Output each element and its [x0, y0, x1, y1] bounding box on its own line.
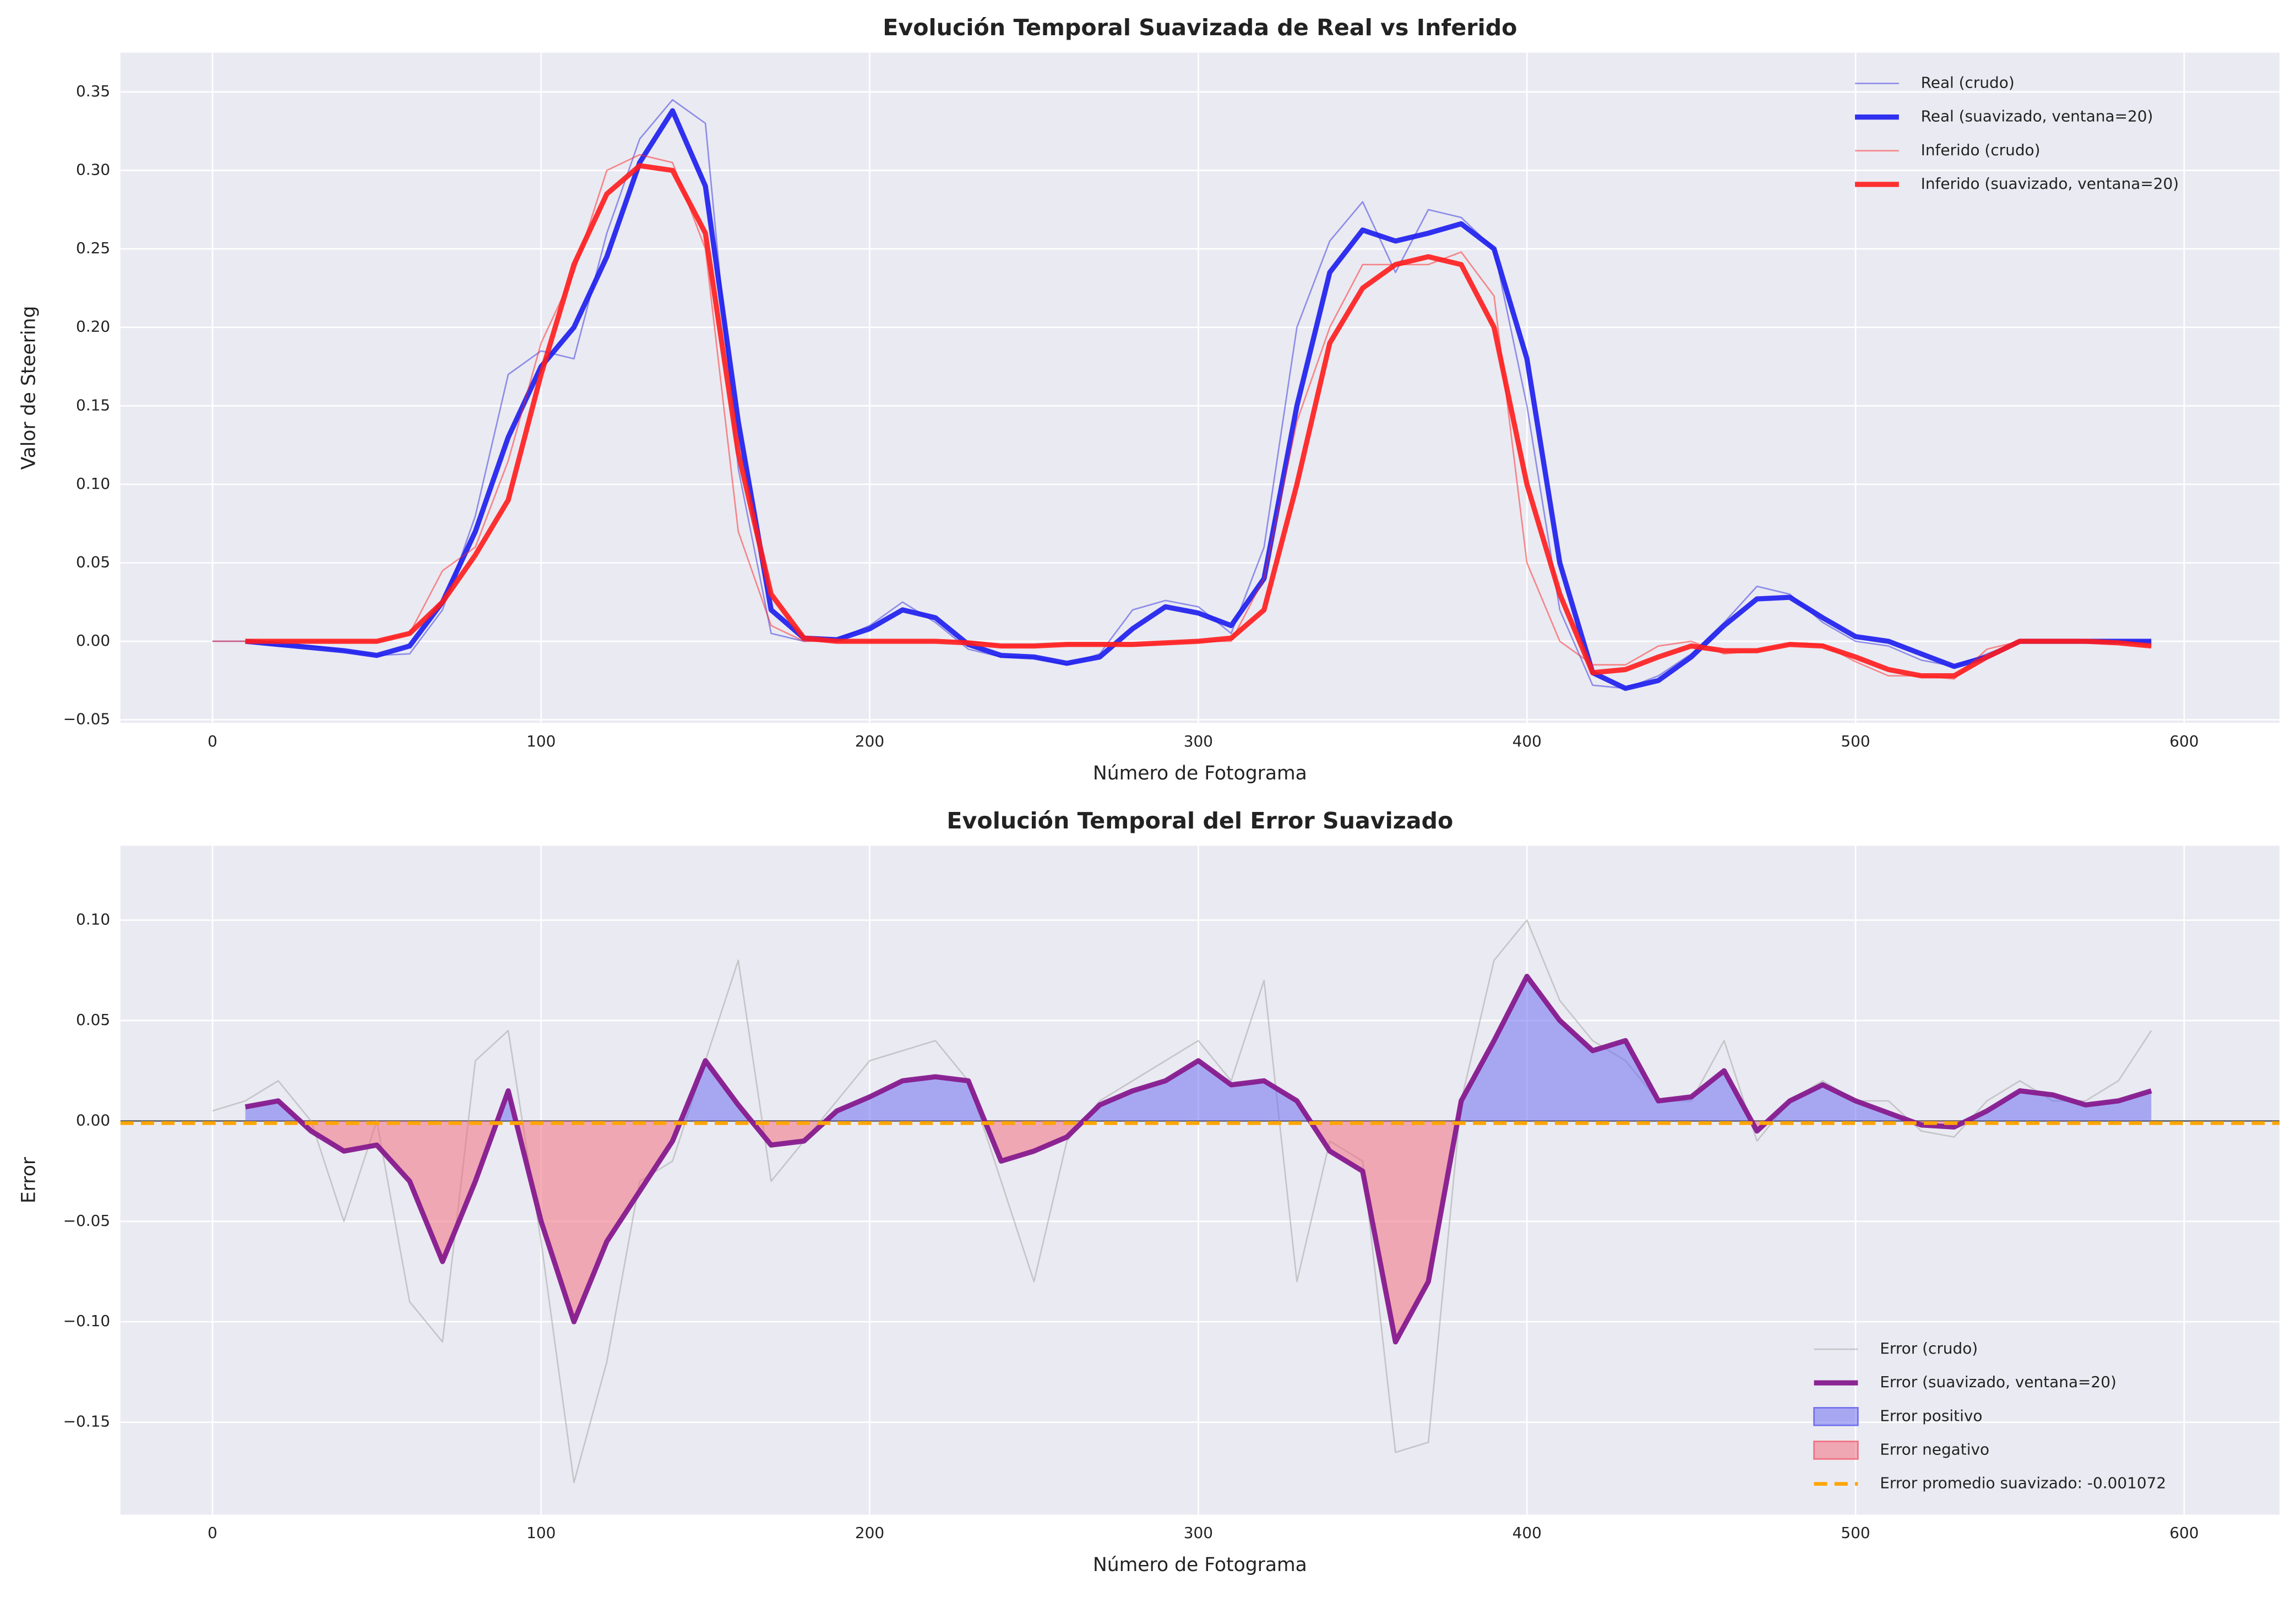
x-tick-label: 300 — [1184, 732, 1213, 750]
legend-label: Error negativo — [1880, 1440, 1989, 1458]
y-tick-label: −0.10 — [63, 1312, 111, 1330]
legend-swatch — [1813, 1441, 1859, 1460]
y-tick-label: 0.00 — [76, 1111, 110, 1129]
x-tick-label: 300 — [1184, 1524, 1213, 1542]
x-tick-label: 0 — [208, 1524, 217, 1542]
legend-swatch — [1813, 1407, 1859, 1426]
y-tick-label: 0.20 — [76, 318, 110, 336]
line-series — [245, 163, 2152, 679]
y-tick-label: 0.05 — [76, 1011, 110, 1029]
x-tick-label: 500 — [1841, 1524, 1870, 1542]
y-tick-label: 0.05 — [76, 553, 110, 571]
line-series — [212, 99, 2152, 689]
legend-label: Real (suavizado, ventana=20) — [1921, 107, 2153, 126]
y-tick-label: 0.30 — [76, 161, 110, 179]
x-tick-label: 500 — [1841, 732, 1870, 750]
legend-label: Real (crudo) — [1921, 74, 2015, 92]
y-axis-label: Error — [18, 1157, 40, 1203]
x-tick-label: 200 — [855, 732, 884, 750]
y-tick-label: 0.35 — [76, 82, 110, 100]
y-tick-label: −0.05 — [63, 710, 111, 728]
y-tick-label: 0.00 — [76, 631, 110, 650]
chart-title: Evolución Temporal Suavizada de Real vs … — [883, 14, 1517, 41]
y-tick-label: −0.05 — [63, 1212, 111, 1230]
x-tick-label: 600 — [2169, 732, 2199, 750]
plot-area — [120, 846, 2279, 1515]
x-tick-label: 400 — [1512, 732, 1542, 750]
y-tick-label: 0.10 — [76, 910, 110, 929]
legend-label: Error positivo — [1880, 1406, 1982, 1425]
legend-label: Inferido (suavizado, ventana=20) — [1921, 174, 2179, 193]
fill-area — [300, 1121, 1967, 1342]
legend: Error (crudo) Error (suavizado, ventana=2… — [1813, 1339, 2166, 1492]
line-series — [245, 108, 2152, 691]
x-tick-label: 600 — [2169, 1524, 2199, 1542]
panel: 0 100 200 300 400 500 600 −0.15 −0.10 −0.05 0.00 0.… — [18, 808, 2279, 1576]
legend-label: Error (crudo) — [1880, 1339, 1978, 1357]
x-tick-label: 100 — [526, 732, 556, 750]
legend-label: Error (suavizado, ventana=20) — [1880, 1373, 2117, 1391]
panel: 0 100 200 300 400 500 600 −0.05 0.00 0.05 0.10 0.15… — [18, 14, 2279, 784]
x-tick-label: 400 — [1512, 1524, 1542, 1542]
y-tick-label: −0.15 — [63, 1412, 111, 1431]
y-tick-label: 0.10 — [76, 475, 110, 493]
line-series — [244, 974, 2152, 1345]
x-axis-label: Número de Fotograma — [1093, 1554, 1307, 1576]
legend: Real (crudo) Real (suavizado, ventana=20)… — [1855, 74, 2179, 193]
y-axis-label: Valor de Steering — [18, 306, 40, 470]
x-axis-label: Número de Fotograma — [1093, 762, 1307, 784]
y-tick-label: 0.25 — [76, 239, 110, 257]
chart-title: Evolución Temporal del Error Suavizado — [946, 808, 1453, 834]
legend-label: Error promedio suavizado: -0.001072 — [1880, 1474, 2166, 1492]
y-tick-label: 0.15 — [76, 396, 110, 414]
x-tick-label: 0 — [208, 732, 217, 750]
x-tick-label: 200 — [855, 1524, 884, 1542]
legend-label: Inferido (crudo) — [1921, 141, 2041, 159]
x-tick-label: 100 — [526, 1524, 556, 1542]
